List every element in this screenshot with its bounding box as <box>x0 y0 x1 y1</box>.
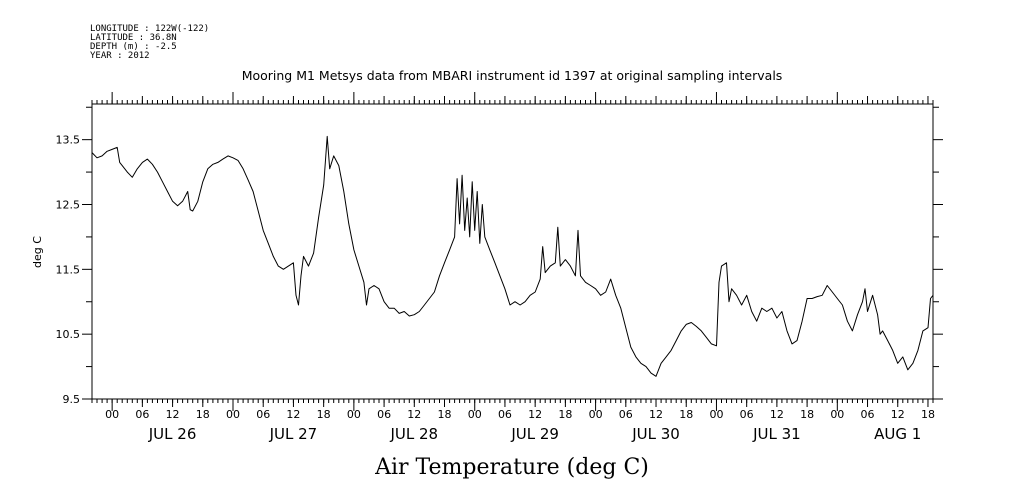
meta-longitude: LONGITUDE : 122W(-122) <box>90 24 209 34</box>
x-tick-label: 18 <box>921 408 935 421</box>
meta-latitude: LATITUDE : 36.8N <box>90 33 177 43</box>
day-label: JUL 27 <box>269 425 318 443</box>
x-tick-label: 00 <box>226 408 240 421</box>
x-tick-label: 06 <box>498 408 512 421</box>
y-tick-label: 10.5 <box>56 328 81 341</box>
x-tick-label: 00 <box>347 408 361 421</box>
day-label: JUL 30 <box>631 425 680 443</box>
x-tick-label: 06 <box>135 408 149 421</box>
metadata-block: LONGITUDE : 122W(-122) LATITUDE : 36.8N … <box>90 24 209 61</box>
x-tick-label: 12 <box>770 408 784 421</box>
x-tick-label: 00 <box>709 408 723 421</box>
x-tick-label: 18 <box>558 408 572 421</box>
chart-title: Mooring M1 Metsys data from MBARI instru… <box>242 68 783 83</box>
x-tick-label: 18 <box>317 408 331 421</box>
y-tick-label: 12.5 <box>56 198 81 211</box>
x-axis: 00 06 12 18 00 06 12 18 00 06 12 18 00 06 12 18 00 06 12 18… <box>105 92 935 443</box>
x-tick-label: 12 <box>891 408 905 421</box>
x-tick-label: 06 <box>740 408 754 421</box>
x-tick-label: 18 <box>800 408 814 421</box>
y-axis: 9.5 10.5 11.5 12.5 13.5 <box>56 106 943 406</box>
x-tick-label: 00 <box>105 408 119 421</box>
x-tick-label: 12 <box>649 408 663 421</box>
x-tick-label: 12 <box>286 408 300 421</box>
day-label: JUL 26 <box>148 425 197 443</box>
x-tick-label: 00 <box>468 408 482 421</box>
day-label: AUG 1 <box>874 425 921 443</box>
x-tick-label: 12 <box>528 408 542 421</box>
x-tick-label: 18 <box>196 408 210 421</box>
day-label: JUL 28 <box>389 425 438 443</box>
x-tick-label: 12 <box>166 408 180 421</box>
x-tick-label: 00 <box>589 408 603 421</box>
day-label: JUL 29 <box>510 425 559 443</box>
minor-ticks <box>91 100 934 403</box>
series-line <box>91 135 934 377</box>
minor-hour-ticks <box>91 100 934 403</box>
series-layer <box>91 135 934 377</box>
meta-depth: DEPTH (m) : -2.5 <box>90 42 177 52</box>
x-tick-label: 18 <box>679 408 693 421</box>
y-axis-label: deg C <box>31 236 44 268</box>
x-tick-label: 18 <box>438 408 452 421</box>
day-label: JUL 31 <box>752 425 801 443</box>
x-tick-label: 00 <box>830 408 844 421</box>
x-tick-label: 06 <box>256 408 270 421</box>
x-tick-label: 06 <box>619 408 633 421</box>
y-tick-label: 11.5 <box>56 263 81 276</box>
x-tick-label: 06 <box>377 408 391 421</box>
y-tick-label: 9.5 <box>63 393 81 406</box>
x-axis-label: Air Temperature (deg C) <box>374 455 649 480</box>
x-tick-label: 06 <box>861 408 875 421</box>
y-tick-label: 13.5 <box>56 134 81 147</box>
x-tick-label: 12 <box>407 408 421 421</box>
plot-frame <box>91 103 934 400</box>
meta-year: YEAR : 2012 <box>90 51 150 61</box>
